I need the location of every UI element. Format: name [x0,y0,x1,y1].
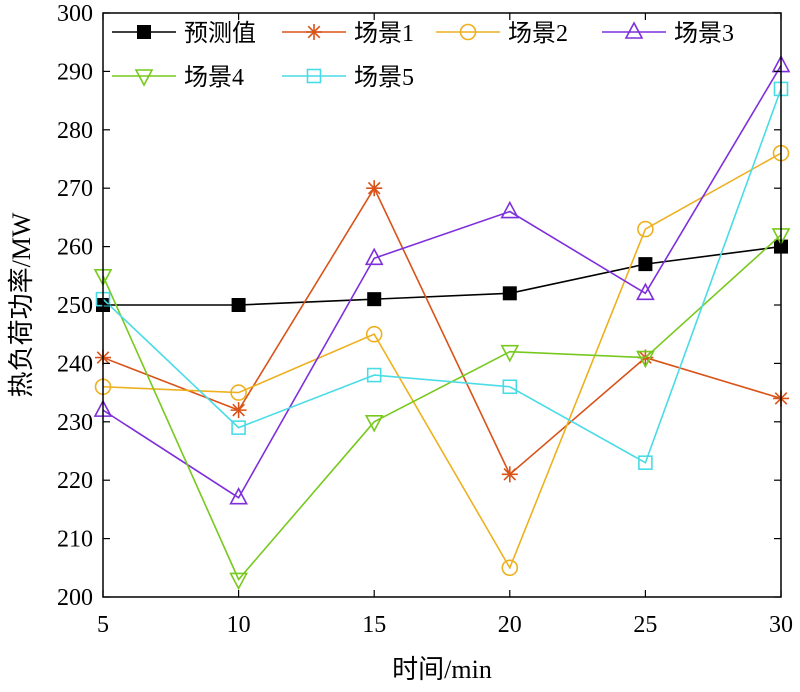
data-point [367,292,382,307]
series-line [102,152,782,570]
legend-label: 场景4 [184,65,244,91]
series-line [102,234,782,581]
y-tick-label: 230 [57,410,93,436]
series-line [102,88,782,464]
axis-ticks [102,12,782,598]
series-6 [95,81,789,470]
data-point [230,402,247,419]
y-tick-label: 220 [57,468,93,494]
legend-entry: 场景3 [602,21,734,47]
x-tick-label: 25 [633,612,657,638]
legend-marker [459,23,477,41]
data-point [365,325,383,343]
legend-label: 预测值 [184,20,256,47]
legend-marker [306,68,322,84]
series-1 [96,239,788,312]
data-point [229,572,248,591]
series-line [102,186,782,476]
data-point [502,286,517,301]
legend-entry: 预测值 [112,20,256,47]
legend-entry: 场景2 [436,21,568,47]
legend: 预测值 场景1 场景2 场景3 场景4 场景5 [112,20,734,91]
data-point [638,257,653,272]
y-tick-label: 200 [57,585,93,611]
series-2 [95,180,789,483]
y-tick-label: 280 [57,118,93,144]
y-tick-label: 240 [57,351,93,377]
y-tick-label: 260 [57,235,93,261]
data-point [638,455,653,470]
data-point [636,282,655,301]
series-line [102,65,782,499]
data-point [366,180,383,197]
y-tick-label: 210 [57,527,93,553]
legend-marker [624,21,644,39]
legend-marker [306,24,322,40]
data-point [501,466,518,483]
y-tick-label: 290 [57,59,93,85]
y-tick-label: 250 [57,293,93,319]
data-point [502,379,518,395]
data-point [500,200,520,219]
x-axis-label: 时间/min [392,655,492,684]
x-tick-label: 20 [498,612,522,638]
legend-label: 场景3 [674,21,734,47]
series-4 [93,54,791,505]
data-point [364,414,384,433]
series-5 [93,228,791,591]
y-tick-label: 300 [57,1,93,27]
x-tick-label: 30 [769,612,793,638]
legend-label: 场景5 [354,65,414,91]
data-point [230,384,247,401]
data-point [500,344,520,363]
y-axis-label: 热负荷功率/MW [7,212,36,397]
legend-marker [134,69,154,87]
legend-marker [137,25,151,39]
tick-labels: 5 10 15 20 25 30 200 210 220 230 240 250 260 270 280 29… [57,1,793,638]
x-tick-label: 10 [227,612,251,638]
legend-entry: 场景5 [282,65,414,91]
data-point [231,298,246,312]
plot-lines [93,54,791,591]
data-point [637,220,654,238]
data-point [364,247,384,266]
data-point [231,420,246,435]
data-point [636,350,655,369]
x-tick-label: 15 [362,612,386,638]
legend-label: 场景2 [508,21,568,47]
data-point [229,487,248,505]
legend-entry: 场景1 [282,21,414,47]
y-tick-label: 270 [57,176,93,202]
series-line [103,245,782,306]
x-tick-label: 5 [97,612,109,638]
data-point [366,367,382,383]
data-point [501,559,519,577]
legend-entry: 场景4 [112,65,244,91]
legend-label: 场景1 [354,21,414,47]
series-3 [94,144,790,577]
